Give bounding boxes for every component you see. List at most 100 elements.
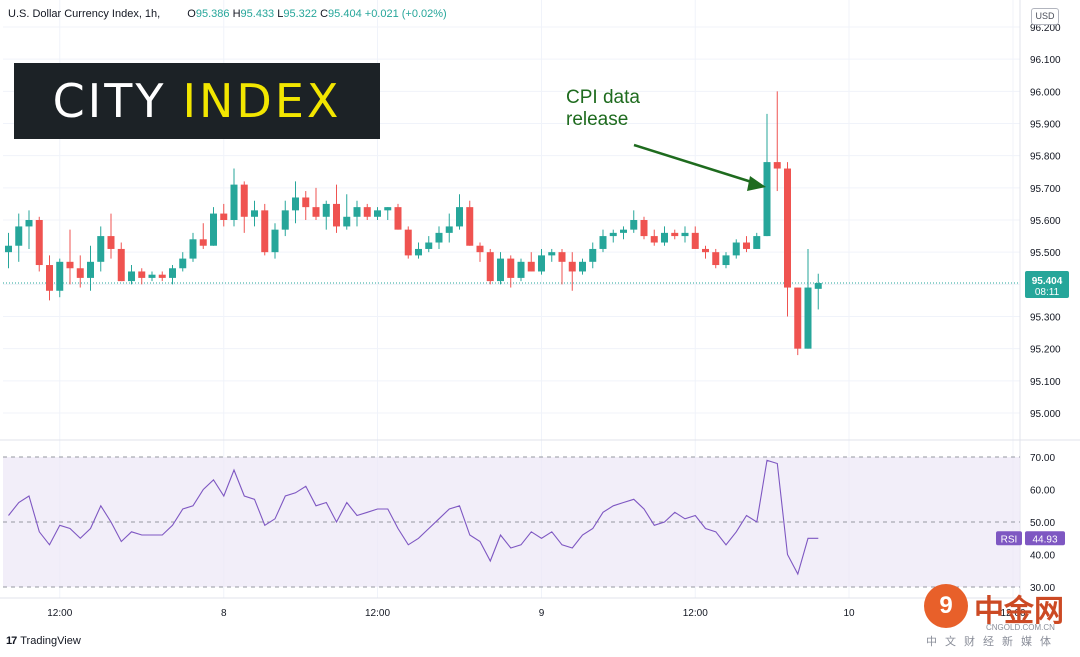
candle [312,187,320,220]
candle-body [240,184,248,217]
low-label: L [277,8,284,20]
open-label: O [187,8,196,20]
candle [517,258,525,282]
candle [814,273,822,310]
candle-body [722,255,730,266]
candle [456,194,463,230]
candle-body [784,168,791,288]
rsi-value-box [1025,531,1065,546]
candle-body [773,162,781,169]
candle-body [794,287,802,349]
candle-body [251,210,258,217]
candle-body [579,261,586,272]
cngold-title: 中金网 [974,594,1064,629]
candle-body [415,248,422,256]
candle-body [158,274,166,278]
candle [128,265,135,285]
symbol-title[interactable]: U.S. Dollar Currency Index, 1h, [8,8,161,20]
candle [415,242,422,259]
rsi-pane [3,456,1020,588]
candle-body [763,162,771,237]
candle [169,265,176,285]
candle [497,252,504,285]
price-tick-label: 96.200 [1030,23,1061,34]
candle [640,216,648,240]
candle-body [35,220,43,266]
candle-body [281,210,289,230]
candle-body [804,287,812,349]
price-tick-label: 95.900 [1030,120,1061,131]
candle [620,226,627,240]
arrow-head [747,176,766,191]
candle-body [169,268,176,278]
time-tick-label: 10 [843,608,855,619]
candle-body [343,216,351,227]
candle-body [292,197,299,211]
annotation-arrow [633,143,766,191]
candle [292,181,299,224]
rsi-axis[interactable]: 70.00 60.00 50.00 40.00 30.00 [1030,453,1055,594]
candle-body [199,239,207,246]
price-tick-label: 95.500 [1030,248,1061,259]
candle-body [333,203,340,227]
close-label: C [320,8,329,20]
candle-body [107,236,115,249]
candle [271,223,279,259]
candle-body [702,248,709,253]
cngold-subtitle: 中文财经新媒体 [926,636,1059,648]
candle [148,271,156,282]
candle [599,229,607,253]
candle [568,252,576,291]
candle [15,213,23,262]
arrow-shaft [633,143,759,186]
price-tick-label: 95.000 [1030,409,1061,420]
candle [445,213,453,243]
candle-body [743,242,750,249]
candle [158,271,166,282]
candle-body [425,242,433,249]
candle [579,258,586,275]
candle-body [353,207,361,217]
candle [46,255,53,301]
candle [435,226,443,249]
candle-body [753,236,761,249]
candle [76,255,84,288]
candle-body [76,268,84,278]
price-tick-label: 95.100 [1030,377,1061,388]
candle [251,200,258,227]
candle [117,242,125,282]
tradingview-brand[interactable]: 17 TradingView [6,635,81,647]
price-tick-label: 95.200 [1030,345,1061,356]
rsi-tick-label: 30.00 [1030,583,1055,594]
candle [353,200,361,227]
time-tick-label: 12:00 [683,608,708,619]
candle [773,91,781,192]
high-value: 95.433 [240,8,275,20]
candle [302,191,310,220]
candle [281,200,289,237]
candle [87,245,94,291]
candle-body [558,252,566,262]
candle-body [66,261,74,269]
candle [732,239,740,259]
time-tick-label: 8 [221,608,227,619]
candle [722,252,730,269]
candle [384,207,392,220]
rsi-tick-label: 60.00 [1030,486,1055,497]
candle [650,229,658,246]
candle [25,210,33,249]
candle [486,248,494,285]
candle-body [712,252,720,266]
currency-button[interactable]: USD [1031,8,1059,25]
tradingview-logo-icon: 17 [6,635,17,647]
candle-body [630,220,638,230]
candle [609,229,617,243]
rsi-tick-label: 70.00 [1030,453,1055,464]
candle [589,242,597,269]
candle-body [261,210,269,253]
cngold-watermark: 9 中金网 CNGOLD.COM.CN 中文财经新媒体 [920,580,1070,650]
price-axis[interactable]: 96.200 96.100 96.000 95.900 95.800 95.700 95.6… [1030,23,1061,420]
candle [230,168,238,227]
